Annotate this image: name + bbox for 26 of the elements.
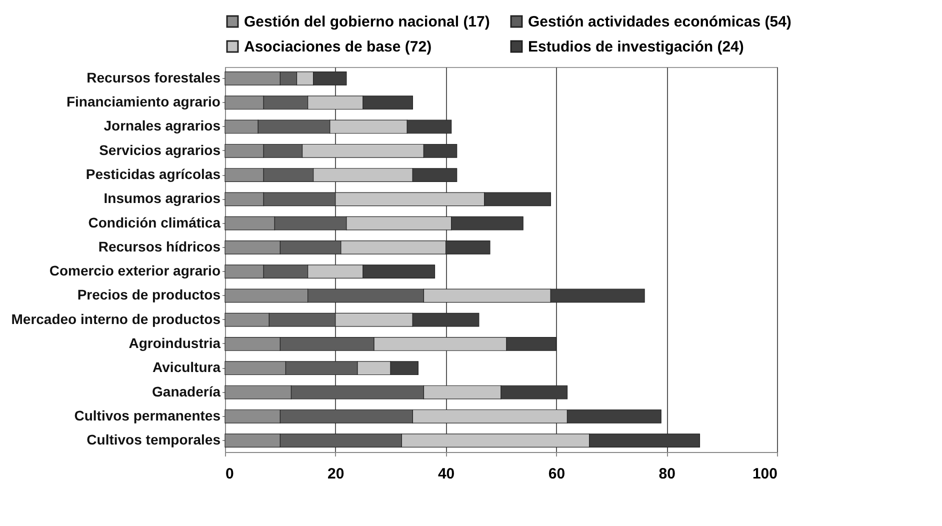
y-tick-label: Precios de productos xyxy=(77,286,221,303)
x-tick-label: 20 xyxy=(328,466,344,482)
legend-label: Gestión actividades económicas (54) xyxy=(528,14,792,31)
x-tick-label: 100 xyxy=(752,466,778,482)
y-tick-label: Condición climática xyxy=(88,214,221,230)
legend-label: Asociaciones de base (72) xyxy=(244,38,432,56)
y-tick-label: Insumos agrarios xyxy=(104,190,221,206)
legend-label: Estudios de investigación (24) xyxy=(528,38,744,56)
y-tick-label: Jornales agrarios xyxy=(104,118,221,134)
y-tick-label: Mercadeo interno de productos xyxy=(11,310,221,327)
y-tick-label: Comercio exterior agrario xyxy=(49,262,220,279)
y-tick-label: Agroindustria xyxy=(128,334,221,351)
x-tick-label: 0 xyxy=(226,466,234,482)
y-tick-label: Servicios agrarios xyxy=(99,142,221,158)
x-tick-label: 80 xyxy=(658,466,676,482)
y-tick-label: Recursos forestales xyxy=(86,69,221,86)
y-tick-label: Cultivos temporales xyxy=(86,432,221,448)
y-tick-label: Pesticidas agrícolas xyxy=(86,166,221,182)
y-tick-label: Ganadería xyxy=(152,383,221,400)
y-tick-label: Recursos hídricos xyxy=(98,238,221,254)
y-tick-label: Financiamiento agrario xyxy=(66,94,220,110)
y-tick-label: Avicultura xyxy=(152,359,221,376)
legend-label: Gestión del gobierno nacional (17) xyxy=(244,14,490,31)
x-tick-label: 60 xyxy=(548,466,566,482)
y-tick-label: Cultivos permanentes xyxy=(74,407,221,424)
x-tick-label: 40 xyxy=(438,466,455,482)
